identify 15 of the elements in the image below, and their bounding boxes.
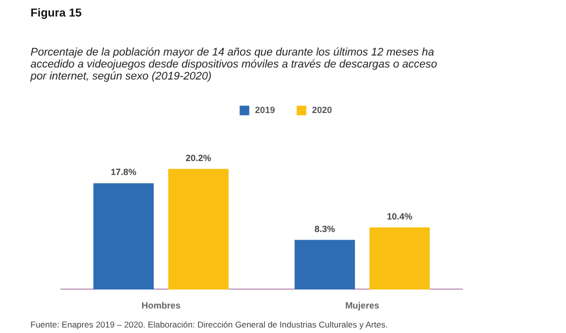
legend-label: 2019 (254, 105, 275, 115)
bar (369, 227, 430, 290)
data-label: 10.4% (386, 211, 412, 222)
source-note: Fuente: Enapres 2019 – 2020. Elaboración: Dirección General de Industrias Culturales y Artes. (30, 320, 388, 330)
data-label: 8.3% (314, 224, 336, 234)
data-label: 17.8% (110, 167, 136, 178)
data-label: 20.2% (186, 152, 212, 163)
x-tick-label: Mujeres (345, 300, 380, 310)
legend-label: 2020 (312, 105, 332, 115)
chart-subtitle: Porcentaje de la población mayor de 14 años que durante los últimos 12 meses ha accedido a videojuegos desde dispositivos móviles a través de descargas o acceso por internet, según sexo (2019-2020) (30, 46, 438, 82)
bar (168, 168, 229, 290)
chart-title: Figura 15 (30, 8, 82, 20)
bar (294, 240, 355, 290)
x-tick-label: Hombres (141, 300, 180, 310)
bar (93, 183, 154, 290)
